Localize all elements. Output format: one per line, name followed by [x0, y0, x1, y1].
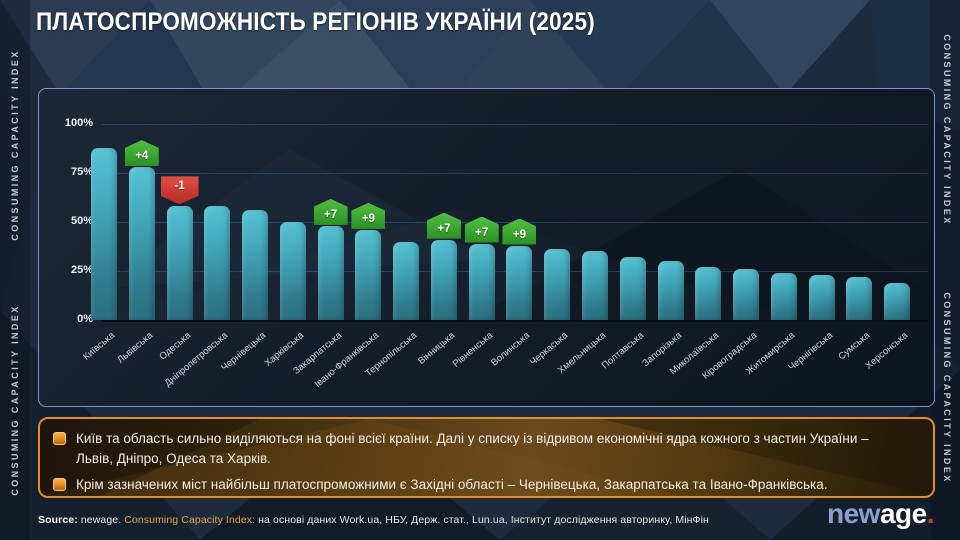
change-badge: +7: [313, 198, 348, 225]
source-label: Source:: [38, 514, 78, 526]
source-index-name: Consuming Capacity Index:: [124, 514, 256, 526]
left-edge-strip: [0, 0, 30, 540]
bar-13: [544, 249, 571, 320]
bar-11: [468, 243, 495, 320]
note-text: Крім зазначених міст найбільш платоспром…: [76, 476, 828, 492]
x-axis-label: Рівненська: [450, 330, 495, 370]
change-badge: +7: [426, 212, 461, 239]
bar-19: [770, 272, 797, 320]
notes-box-pattern: [40, 419, 933, 496]
source-line: Source: newage. Consuming Capacity Index…: [38, 514, 709, 526]
y-axis-label: 75%: [70, 166, 93, 178]
bar-9: [393, 241, 420, 320]
bar-7: [317, 225, 344, 320]
bullet-square-icon: [53, 432, 66, 445]
logo-part-new: new: [827, 498, 880, 529]
bar-1: [91, 147, 117, 320]
x-axis-label: Івано-Франківська: [312, 330, 382, 390]
bar-21: [846, 276, 873, 320]
bar-18: [733, 269, 760, 320]
logo-dot: .: [926, 498, 935, 529]
bar-5: [242, 210, 269, 320]
side-label-right-bottom: CONSUMING CAPACITY INDEX: [942, 292, 952, 484]
source-details: на основі даних Work.ua, НБУ, Держ. стат…: [255, 514, 709, 526]
y-axis-label: 25%: [70, 264, 93, 276]
bar-12: [506, 245, 533, 320]
logo-part-age: age: [879, 498, 927, 529]
chart-panel: 100% 75% 50% 25% 0% Київська Львівська +4 Одеськ…: [38, 88, 935, 407]
side-label-left-bottom: CONSUMING CAPACITY INDEX: [10, 304, 20, 496]
y-axis-label: 100%: [64, 117, 93, 129]
y-axis-label: 50%: [70, 215, 93, 227]
bar-15: [619, 257, 646, 320]
bar-16: [657, 261, 684, 320]
bar-14: [582, 251, 608, 320]
gridline: [101, 124, 928, 125]
bar-20: [808, 274, 835, 320]
bar-8: [355, 229, 382, 320]
x-axis-label: Київська: [81, 330, 118, 363]
bar-10: [430, 239, 457, 320]
change-badge: +7: [464, 216, 499, 243]
change-badge: +4: [124, 140, 159, 167]
gridline: [101, 173, 928, 174]
x-axis-label: Дніпропетровська: [162, 330, 231, 390]
bar-17: [695, 267, 722, 320]
note-text: Київ та область сильно виділяються на фо…: [76, 431, 869, 466]
side-label-left-top: CONSUMING CAPACITY INDEX: [10, 49, 20, 241]
change-badge: +9: [351, 202, 386, 229]
right-edge-strip: [930, 0, 960, 540]
change-badge: -1: [160, 176, 199, 205]
source-brand: newage.: [77, 514, 125, 526]
x-axis-line: [101, 320, 928, 322]
side-label-right-top: CONSUMING CAPACITY INDEX: [942, 34, 952, 226]
bullet-square-icon: [53, 477, 66, 491]
bar-4: [204, 206, 231, 320]
newage-logo: newage.: [827, 498, 935, 530]
x-axis-label: Сумська: [836, 330, 873, 363]
bar-22: [884, 282, 911, 320]
x-axis-label: Львівська: [115, 330, 155, 366]
bar-3: [166, 206, 193, 320]
plot-area: 100% 75% 50% 25% 0% Київська Львівська +4 Одеськ…: [39, 89, 934, 406]
y-axis-label: 0%: [77, 313, 93, 325]
x-axis-label: Одеська: [156, 330, 193, 363]
bar-6: [279, 222, 306, 320]
x-axis-label: Волинська: [489, 330, 533, 369]
note-item: Київ та область сильно виділяються на фо…: [53, 429, 913, 469]
bar-2: [128, 167, 155, 320]
notes-box: Київ та область сильно виділяються на фо…: [38, 417, 935, 498]
note-item: Крім зазначених міст найбільш платоспром…: [53, 475, 913, 495]
page-title: ПЛАТОСПРОМОЖНІСТЬ РЕГІОНІВ УКРАЇНИ (2025…: [36, 8, 595, 36]
